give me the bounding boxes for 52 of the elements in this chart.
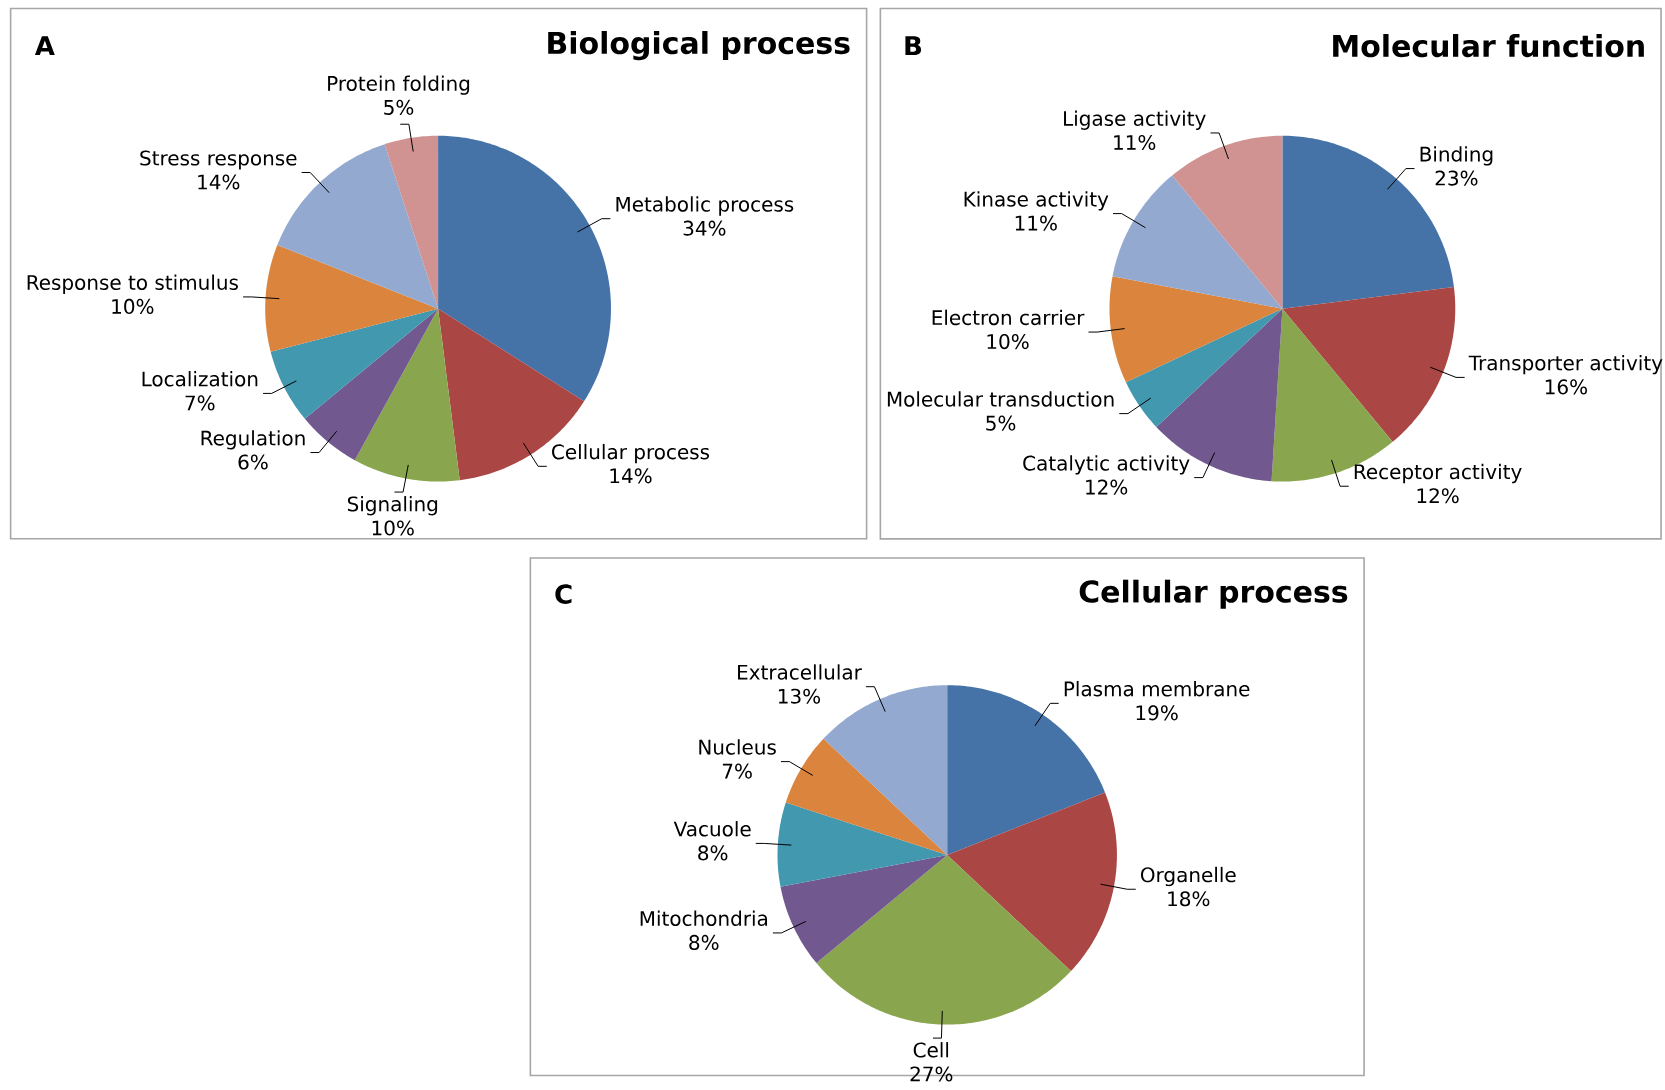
slice-label: Protein folding: [328, 75, 470, 95]
slice-label: Ligase activity: [1064, 110, 1206, 130]
text: A: [34, 35, 55, 55]
data-label: 5%: [986, 415, 1016, 431]
slice-label: Regulation: [201, 429, 305, 450]
slice-label: Cellular process: [552, 443, 710, 464]
slice-label: Transporter activity: [1468, 354, 1663, 375]
slice-label: Kinase activity: [964, 190, 1109, 211]
data-label: 34%: [683, 220, 726, 236]
data-label: 27%: [910, 1066, 953, 1082]
slice-label: Mitochondria: [640, 910, 768, 926]
slice-label: Vacuole: [673, 820, 751, 837]
slice-label: Extracellular: [738, 664, 862, 680]
data-label: 14%: [198, 174, 240, 190]
data-label: 11%: [1114, 134, 1156, 150]
data-label: 16%: [1545, 379, 1587, 395]
chart-title: Biological process: [548, 30, 850, 60]
slice-label: Receptor activity: [1354, 463, 1522, 483]
slice-label: Nucleus: [699, 739, 776, 755]
slice-label: Molecular transduction: [887, 391, 1114, 407]
data-label: 14%: [610, 468, 652, 484]
data-label: 7%: [185, 395, 215, 411]
data-label: 12%: [1086, 479, 1128, 495]
data-label: 8%: [689, 934, 719, 950]
text: C: [555, 584, 572, 604]
text: B: [905, 35, 922, 55]
slice-label: Electron carrier: [932, 309, 1085, 325]
slice-label: Catalytic activity: [1023, 455, 1190, 475]
data-label: 5%: [384, 99, 414, 115]
slice-label: Cell: [913, 1041, 949, 1058]
slice-label: Plasma membrane: [1064, 680, 1250, 697]
data-label: 10%: [987, 333, 1029, 349]
data-label: 11%: [1015, 215, 1057, 231]
data-label: 10%: [112, 298, 154, 314]
data-label: 12%: [1417, 487, 1459, 504]
data-label: 13%: [778, 688, 821, 704]
chart-title: Cellular process: [1079, 579, 1348, 609]
data-label: 8%: [698, 845, 728, 861]
slice-label: Metabolic process: [616, 196, 794, 216]
slice-label: Organelle: [1140, 866, 1236, 887]
slice-label: Signaling: [347, 495, 438, 516]
data-label: 7%: [722, 763, 752, 779]
slice-label: Response to stimulus: [27, 274, 238, 294]
chart-title: Molecular function: [1333, 33, 1644, 57]
slice-label: Localization: [142, 370, 258, 387]
data-label: 10%: [372, 520, 414, 536]
data-label: 6%: [238, 454, 268, 470]
data-label: 19%: [1136, 705, 1178, 721]
data-label: 23%: [1435, 170, 1478, 186]
slice-label: Stress response: [140, 150, 297, 170]
data-label: 18%: [1168, 890, 1210, 907]
slice-label: Binding: [1420, 145, 1493, 166]
